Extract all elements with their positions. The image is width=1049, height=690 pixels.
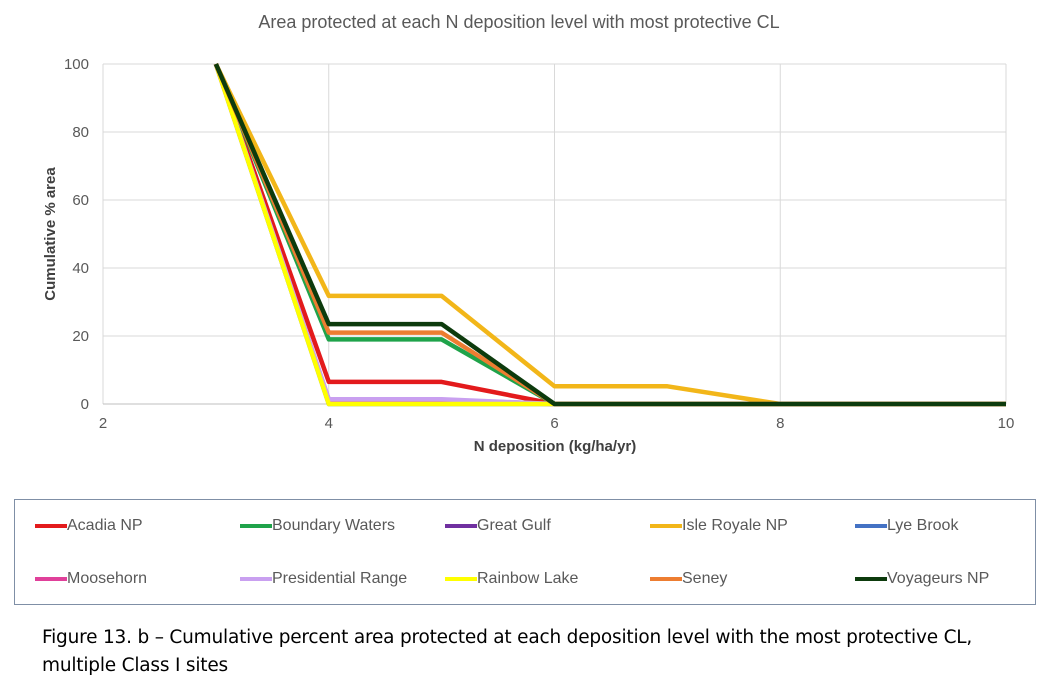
legend-swatch — [855, 524, 887, 528]
legend-label: Boundary Waters — [272, 517, 396, 534]
legend-item: Presidential Range — [240, 569, 407, 589]
gridlines — [102, 63, 1007, 405]
series-line-presidential-range — [213, 63, 1006, 407]
x-tick-label: 10 — [998, 415, 1015, 432]
legend-swatch — [445, 524, 477, 528]
legend-swatch — [35, 577, 67, 581]
legend-item: Great Gulf — [445, 516, 551, 536]
legend-swatch — [650, 524, 682, 528]
legend-label: Moosehorn — [67, 570, 148, 587]
legend-item: Boundary Waters — [240, 516, 395, 536]
legend-item: Isle Royale NP — [650, 516, 788, 536]
series-lines — [213, 63, 1006, 407]
legend-label: Rainbow Lake — [477, 570, 579, 587]
x-axis-label: N deposition (kg/ha/yr) — [474, 438, 637, 455]
legend-label: Great Gulf — [477, 517, 551, 534]
legend-swatch — [650, 577, 682, 581]
series-line-lye-brook — [213, 63, 1006, 407]
series-line-voyageurs-np — [213, 63, 1006, 407]
series-line-isle-royale-np — [213, 63, 1006, 407]
legend-item: Acadia NP — [35, 516, 143, 536]
legend-label: Acadia NP — [67, 517, 143, 534]
legend-item: Lye Brook — [855, 516, 958, 536]
legend-swatch — [855, 577, 887, 581]
y-axis-label: Cumulative % area — [42, 167, 59, 301]
x-tick-label: 4 — [325, 415, 333, 432]
legend-item: Rainbow Lake — [445, 569, 578, 589]
legend-label: Presidential Range — [272, 570, 408, 587]
legend-item: Seney — [650, 569, 727, 589]
series-line-boundary-waters — [213, 63, 1006, 407]
figure-caption: Figure 13. b – Cumulative percent area p… — [42, 627, 973, 676]
x-tick-label: 6 — [550, 415, 558, 432]
legend-swatch — [240, 577, 272, 581]
legend-swatch — [240, 524, 272, 528]
series-line-acadia-np — [213, 63, 1006, 407]
y-tick-label: 60 — [72, 192, 89, 209]
legend: Acadia NP Boundary Waters Great Gulf Isle R… — [14, 499, 1036, 605]
legend-label: Lye Brook — [887, 517, 959, 534]
legend-swatch — [35, 524, 67, 528]
legend-item: Moosehorn — [35, 569, 147, 589]
legend-label: Voyageurs NP — [887, 570, 990, 587]
y-tick-label: 0 — [81, 396, 89, 413]
y-tick-label: 20 — [72, 328, 89, 345]
y-tick-label: 100 — [64, 56, 89, 73]
y-tick-label: 40 — [72, 260, 89, 277]
legend-label: Seney — [682, 570, 728, 587]
x-tick-label: 2 — [99, 415, 107, 432]
chart-title: Area protected at each N deposition leve… — [258, 12, 779, 32]
line-chart: Area protected at each N deposition leve… — [42, 12, 1015, 455]
legend-label: Isle Royale NP — [682, 517, 788, 534]
series-line-great-gulf — [213, 63, 1006, 407]
legend-item: Voyageurs NP — [855, 569, 989, 589]
legend-swatch — [445, 577, 477, 581]
series-line-rainbow-lake — [213, 63, 1006, 407]
series-line-moosehorn — [213, 63, 1006, 407]
series-line-seney — [213, 63, 1006, 407]
y-tick-label: 80 — [72, 124, 89, 141]
x-tick-label: 8 — [776, 415, 784, 432]
